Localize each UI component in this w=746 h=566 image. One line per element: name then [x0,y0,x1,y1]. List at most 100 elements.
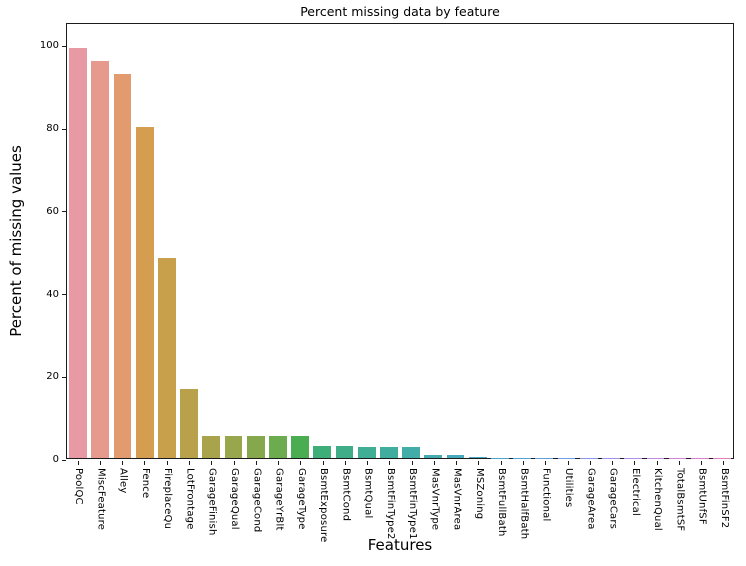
x-tick-mark [99,461,101,465]
x-tick-label-GarageYrBlt: GarageYrBlt [273,468,285,531]
bar-Alley [113,74,132,458]
bar-PoolQC [69,47,87,458]
bar-BsmtFinType2 [380,446,398,458]
x-tick-mark [188,461,190,465]
x-tick-mark [456,461,458,465]
bar-slot [245,24,267,458]
x-tick-label-GarageArea: GarageArea [585,468,597,530]
x-tick-mark [678,461,680,465]
y-tick-label: 0 [52,454,59,465]
x-tick-label-BsmtQual: BsmtQual [362,468,374,519]
bar-MasVnrArea [446,454,465,458]
x-tick-label-GarageQual: GarageQual [229,468,240,530]
bar-slot [689,24,711,458]
x-tick-mark [255,461,257,465]
y-axis-label: Percent of missing values [7,145,25,337]
bar-slot [89,24,111,458]
x-tick-mark [122,461,124,465]
x-tick-mark [389,461,391,465]
bar-GarageType [291,435,309,458]
x-tick-label-KitchenQual: KitchenQual [652,468,664,531]
y-tick-mark [62,459,66,461]
x-tick-mark [634,461,636,465]
bar-MasVnrType [424,454,443,458]
x-tick-label-Electrical: Electrical [629,468,641,516]
bar-LotFrontage [180,389,198,458]
bar-slot [333,24,355,458]
plot-area: PoolQC MiscFeature Alley Fence FireplaceQu Lo… [40,23,734,542]
bar-slot [378,24,400,458]
bar-slot [511,24,533,458]
bar-BsmtExposure [313,446,332,458]
x-tick-label-MSZoning: MSZoning [473,468,485,520]
bar-MiscFeature [91,61,110,458]
bar-slot [489,24,511,458]
x-tick-label-BsmtFullBath: BsmtFullBath [496,468,508,537]
bar-GarageFinish [202,435,221,458]
bar-slot [200,24,222,458]
bar-slot [134,24,156,458]
x-tick-mark [723,461,725,465]
bar-slot [156,24,178,458]
bar-slot [622,24,644,458]
bar-slot [600,24,622,458]
x-tick-label-MiscFeature: MiscFeature [95,468,107,531]
y-tick-mark [62,211,66,213]
y-tick-mark [62,128,66,130]
x-tick-label-GarageType: GarageType [295,468,307,530]
x-tick-mark [77,461,79,465]
x-tick-mark [500,461,502,465]
bar-slot [267,24,289,458]
bar-slot [467,24,489,458]
bar-slot [578,24,600,458]
y-tick-label: 100 [39,40,59,52]
x-tick-mark [211,461,213,465]
y-tick-mark [62,45,66,47]
x-tick-label-LotFrontage: LotFrontage [184,468,196,530]
bar-slot [533,24,555,458]
x-tick-mark [300,461,302,465]
x-tick-mark [478,461,480,465]
x-tick-label-BsmtCond: BsmtCond [340,468,352,522]
bar-slot [222,24,244,458]
x-tick-label-FireplaceQu: FireplaceQu [162,468,174,530]
bar-BsmtQual [357,446,376,458]
x-tick-mark [433,461,435,465]
bar-GarageQual [224,435,243,458]
x-tick-mark [166,461,168,465]
x-tick-label-BsmtUnfSF: BsmtUnfSF [696,468,708,525]
x-axis-label: Features [367,536,433,554]
x-tick-mark [589,461,591,465]
x-tick-mark [567,461,569,465]
x-tick-label-GarageFinish: GarageFinish [206,468,218,536]
bar-slot [644,24,666,458]
bar-slot [356,24,378,458]
y-tick-label: 20 [46,371,59,383]
x-tick-mark [701,461,703,465]
bar-slot [666,24,688,458]
bar-slot [289,24,311,458]
x-tick-mark [656,461,658,465]
bar-Fence [135,126,154,458]
x-tick-label-PoolQC: PoolQC [73,468,85,505]
chart-title: Percent missing data by feature [300,4,500,19]
bar-GarageCond [246,435,265,458]
x-tick-label-BsmtExposure: BsmtExposure [318,468,330,543]
x-tick-label-GarageCond: GarageCond [251,468,263,533]
x-tick-mark [545,461,547,465]
x-tick-label-BsmtFinSF2: BsmtFinSF2 [718,468,730,529]
bar-BsmtCond [335,446,354,458]
x-tick-mark [411,461,413,465]
bar-FireplaceQu [158,257,176,458]
y-tick-label: 80 [46,123,59,135]
y-tick-mark [62,294,66,296]
x-tick-mark [367,461,369,465]
x-tick-mark [344,461,346,465]
x-tick-label-Alley: Alley [117,468,129,494]
x-tick-label-GarageCars: GarageCars [607,468,619,530]
x-tick-mark [522,461,524,465]
x-tick-label-TotalBsmtSF: TotalBsmtSF [674,468,686,532]
bar-slot [711,24,733,458]
x-tick-mark [278,461,280,465]
